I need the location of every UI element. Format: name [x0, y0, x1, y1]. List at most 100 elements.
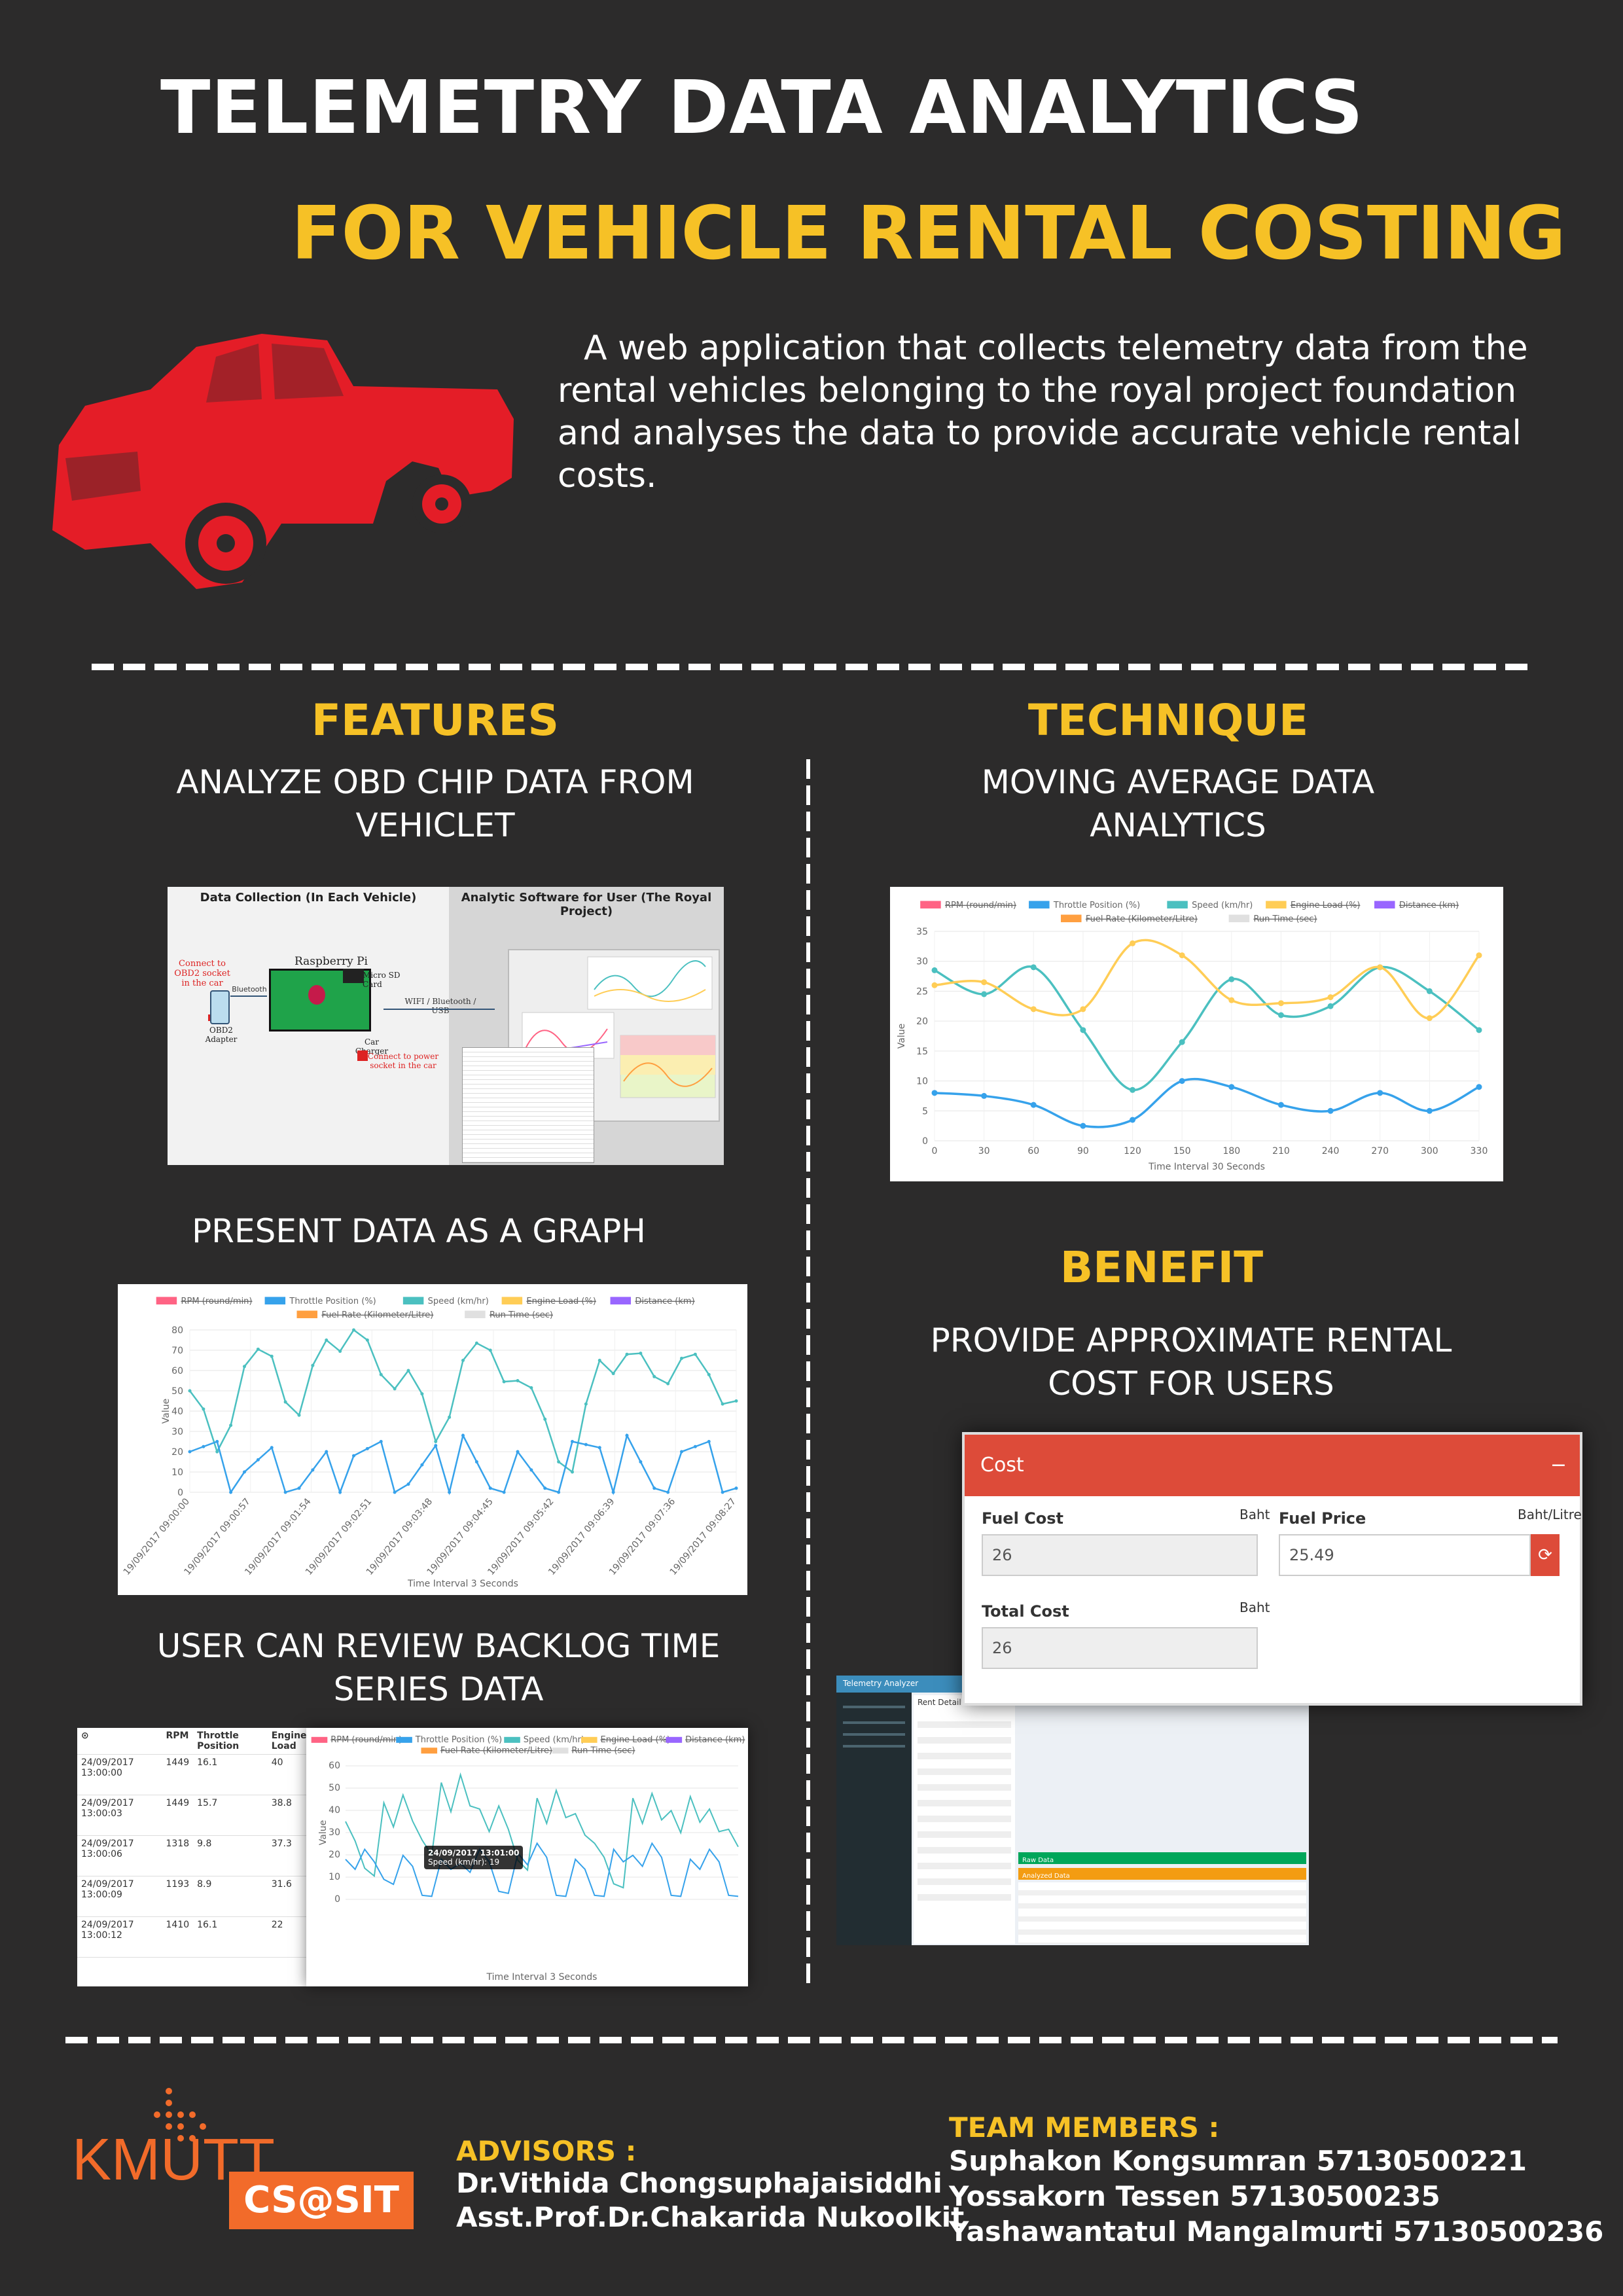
fuel-price-field[interactable]: 25.49 — [1279, 1534, 1531, 1576]
total-cost-field[interactable]: 26 — [982, 1627, 1258, 1669]
data-point — [352, 1454, 355, 1458]
data-point — [1179, 1039, 1185, 1045]
y-tick-label: 20 — [329, 1850, 340, 1860]
legend-swatch — [610, 1297, 632, 1305]
total-cost-unit: Baht — [1240, 1600, 1270, 1615]
diagram-raspberry: Raspberry Pi — [294, 955, 368, 968]
kmutt-logo: KMUTT — [72, 2078, 275, 2248]
diagram-connect-obd: Connect to OBD2 socket in the car — [174, 959, 230, 988]
legend-swatch — [296, 1310, 318, 1319]
data-point — [625, 1352, 629, 1356]
legend-swatch — [311, 1736, 328, 1743]
data-point — [529, 1468, 533, 1472]
x-tick-label: 240 — [1322, 1146, 1340, 1157]
cell-throttle: 8.9 — [193, 1876, 268, 1917]
data-point — [1277, 1102, 1284, 1108]
table-row[interactable]: 24/09/2017 13:00:00 1449 16.1 40 — [77, 1754, 326, 1795]
y-tick-label: 0 — [922, 1136, 928, 1147]
features-heading: FEATURES — [311, 695, 560, 745]
data-point — [474, 1341, 478, 1345]
data-point — [502, 1380, 506, 1384]
table-row[interactable]: 24/09/2017 13:00:03 1449 15.7 38.8 — [77, 1795, 326, 1836]
legend-swatch — [1167, 901, 1188, 909]
legend-swatch — [580, 1736, 597, 1743]
legend-swatch — [264, 1297, 286, 1305]
data-point — [243, 1365, 246, 1369]
legend-label: Fuel Rate (Kilometer/Litre) — [1086, 914, 1198, 924]
cell-date: 24/09/2017 13:00:00 — [77, 1754, 162, 1795]
data-point — [379, 1372, 383, 1376]
legend-label: Fuel Rate (Kilometer/Litre) — [321, 1310, 433, 1320]
y-axis-title: Value — [161, 1399, 171, 1424]
data-point — [1130, 1086, 1136, 1093]
app-analyzed-bar: Analyzed Data — [1018, 1868, 1306, 1880]
tooltip-value: Speed (km/hr): 19 — [428, 1857, 500, 1867]
y-tick-label: 30 — [916, 957, 928, 967]
data-point — [461, 1433, 465, 1437]
collapse-icon[interactable]: − — [1550, 1454, 1567, 1477]
data-point — [297, 1413, 301, 1417]
table-row[interactable]: 24/09/2017 13:00:06 1318 9.8 37.3 — [77, 1835, 326, 1876]
x-tick-label: 19/09/2017 09:02:51 — [304, 1496, 374, 1577]
data-point — [1030, 964, 1037, 971]
backlog-col-rpm[interactable]: RPM — [162, 1728, 194, 1755]
cell-throttle: 9.8 — [193, 1835, 268, 1876]
data-point — [502, 1490, 506, 1494]
data-point — [1179, 1078, 1185, 1085]
data-point — [1130, 1117, 1136, 1123]
legend-label: Run Time (sec) — [1253, 914, 1317, 924]
y-tick-label: 50 — [171, 1386, 183, 1397]
diagram-obd-adapter: OBD2 Adapter — [205, 1026, 238, 1044]
legend-swatch — [421, 1748, 438, 1754]
data-point — [256, 1347, 260, 1351]
table-row[interactable]: 24/09/2017 13:00:09 1193 8.9 31.6 — [77, 1876, 326, 1917]
refresh-price-button[interactable]: ⟳ — [1531, 1534, 1560, 1576]
table-row[interactable]: 24/09/2017 13:00:12 1410 16.1 22 — [77, 1916, 326, 1958]
y-tick-label: 60 — [171, 1366, 183, 1376]
data-point — [488, 1348, 492, 1352]
data-point — [680, 1450, 683, 1454]
data-point — [931, 967, 938, 973]
legend-swatch — [666, 1736, 683, 1743]
y-tick-label: 35 — [916, 927, 928, 937]
backlog-col-throttle[interactable]: Throttle Position — [193, 1728, 268, 1755]
x-tick-label: 180 — [1222, 1146, 1240, 1157]
fuel-cost-field[interactable]: 26 — [982, 1534, 1258, 1576]
data-point — [693, 1444, 697, 1448]
legend-label: Distance (km) — [635, 1297, 694, 1306]
data-point — [1228, 976, 1235, 982]
data-point — [1377, 964, 1383, 971]
y-axis-title: Value — [318, 1820, 329, 1845]
x-axis-title: Time Interval 30 Seconds — [1148, 1162, 1265, 1172]
raspberry-logo-icon — [308, 985, 325, 1005]
backlog-sort-icon[interactable]: ⊙ — [77, 1728, 162, 1755]
data-point — [1426, 1107, 1433, 1114]
legend-label: Speed (km/hr) — [524, 1735, 584, 1745]
legend-label: Run Time (sec) — [490, 1310, 553, 1320]
data-point — [448, 1415, 452, 1419]
y-tick-label: 0 — [334, 1894, 340, 1905]
data-point — [516, 1379, 520, 1382]
legend-swatch — [402, 1297, 424, 1305]
data-point — [611, 1372, 615, 1376]
x-tick-label: 210 — [1272, 1146, 1290, 1157]
column-divider — [806, 759, 810, 1990]
data-point — [721, 1402, 724, 1406]
data-point — [420, 1392, 424, 1396]
data-point — [981, 979, 988, 986]
x-tick-label: 19/09/2017 09:07:36 — [607, 1496, 677, 1577]
technique-item: MOVING AVERAGE DATA ANALYTICS — [981, 763, 1375, 844]
x-tick-label: 90 — [1077, 1146, 1089, 1157]
y-tick-label: 0 — [177, 1488, 183, 1498]
data-point — [734, 1399, 738, 1403]
data-point — [215, 1440, 219, 1443]
data-point — [297, 1486, 301, 1490]
cell-date: 24/09/2017 13:00:12 — [77, 1916, 162, 1958]
bluetooth-link-line — [230, 996, 267, 997]
legend-label: Distance (km) — [685, 1735, 745, 1745]
legend-swatch — [1266, 901, 1287, 909]
data-point — [406, 1369, 410, 1372]
legend-swatch — [465, 1310, 486, 1319]
x-tick-label: 120 — [1124, 1146, 1141, 1157]
architecture-diagram: Data Collection (In Each Vehicle) Analyt… — [168, 887, 724, 1165]
